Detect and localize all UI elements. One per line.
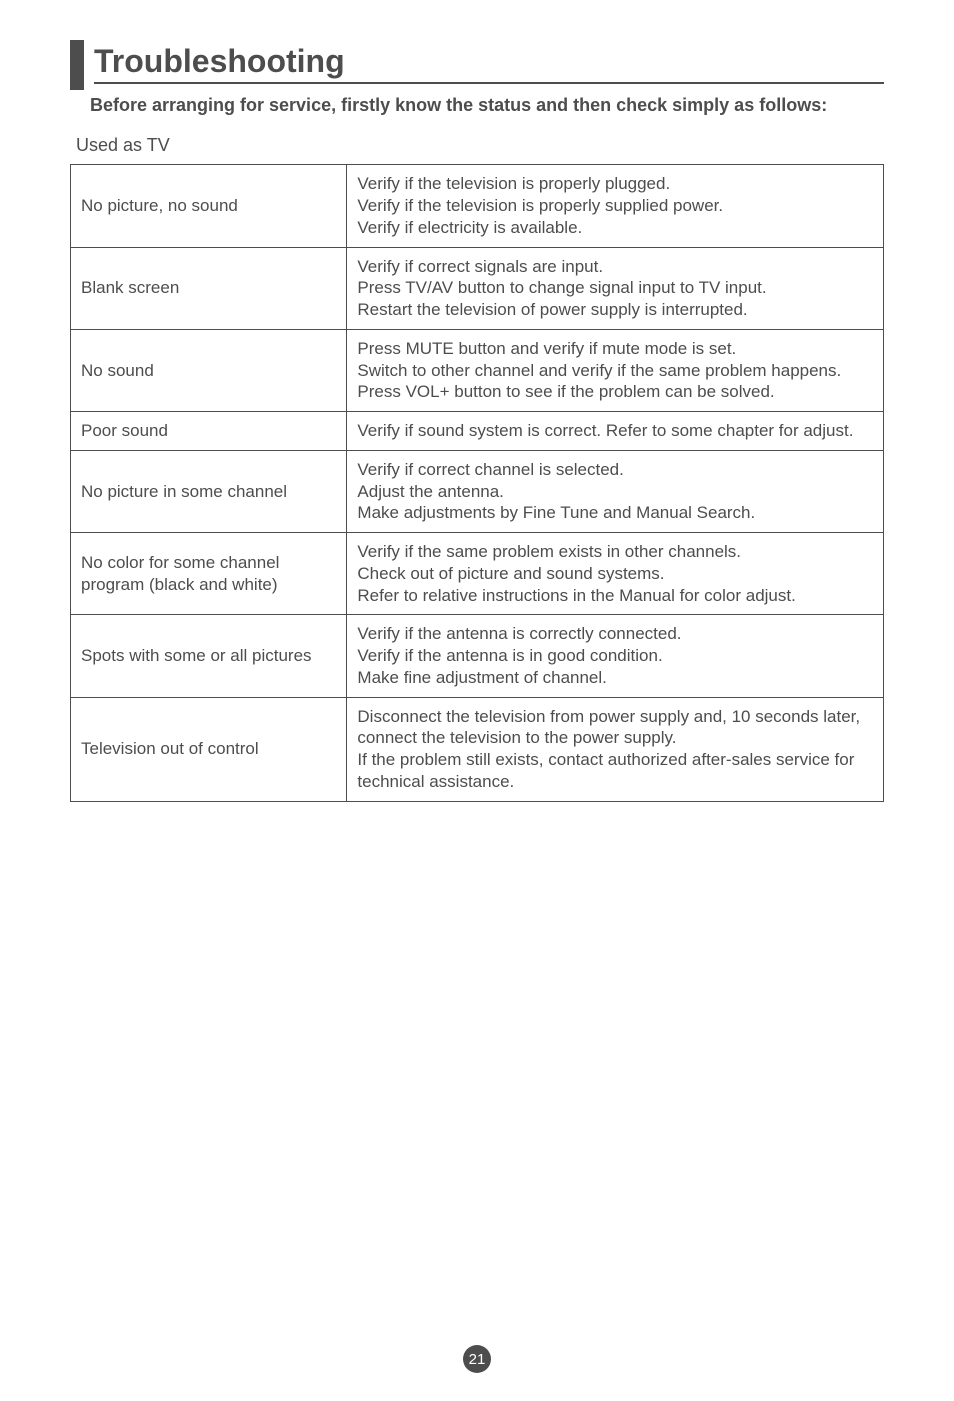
symptom-cell: Television out of control [71, 697, 347, 801]
remedy-cell: Verify if the television is properly plu… [347, 165, 884, 247]
troubleshooting-tbody: No picture, no sound Verify if the telev… [71, 165, 884, 801]
remedy-cell: Verify if correct channel is selected.Ad… [347, 450, 884, 532]
remedy-cell: Verify if correct signals are input.Pres… [347, 247, 884, 329]
symptom-cell: Blank screen [71, 247, 347, 329]
symptom-cell: No picture, no sound [71, 165, 347, 247]
remedy-cell: Verify if sound system is correct. Refer… [347, 412, 884, 451]
symptom-cell: No sound [71, 329, 347, 411]
page-number-badge: 21 [463, 1345, 491, 1373]
title-accent-bar [70, 40, 84, 90]
section-subhead: Used as TV [76, 135, 884, 156]
intro-text: Before arranging for service, firstly kn… [90, 94, 884, 117]
remedy-cell: Verify if the same problem exists in oth… [347, 533, 884, 615]
table-row: Television out of control Disconnect the… [71, 697, 884, 801]
troubleshooting-table: No picture, no sound Verify if the telev… [70, 164, 884, 801]
symptom-cell: No color for some channel program (black… [71, 533, 347, 615]
page-title: Troubleshooting [94, 43, 884, 84]
remedy-cell: Verify if the antenna is correctly conne… [347, 615, 884, 697]
table-row: No sound Press MUTE button and verify if… [71, 329, 884, 411]
symptom-cell: Spots with some or all pictures [71, 615, 347, 697]
table-row: No picture in some channel Verify if cor… [71, 450, 884, 532]
page-root: Troubleshooting Before arranging for ser… [0, 0, 954, 1401]
table-row: Blank screen Verify if correct signals a… [71, 247, 884, 329]
remedy-cell: Disconnect the television from power sup… [347, 697, 884, 801]
table-row: No picture, no sound Verify if the telev… [71, 165, 884, 247]
symptom-cell: No picture in some channel [71, 450, 347, 532]
table-row: Poor sound Verify if sound system is cor… [71, 412, 884, 451]
table-row: No color for some channel program (black… [71, 533, 884, 615]
symptom-cell: Poor sound [71, 412, 347, 451]
title-row: Troubleshooting [70, 40, 884, 84]
table-row: Spots with some or all pictures Verify i… [71, 615, 884, 697]
remedy-cell: Press MUTE button and verify if mute mod… [347, 329, 884, 411]
